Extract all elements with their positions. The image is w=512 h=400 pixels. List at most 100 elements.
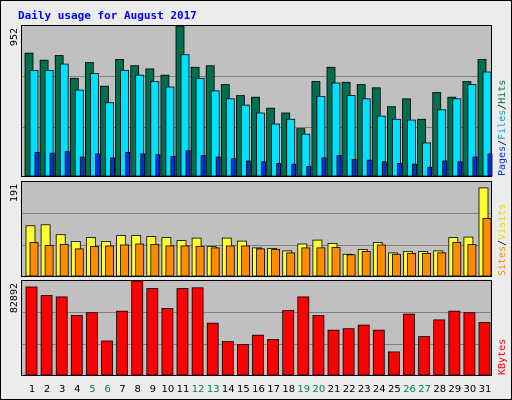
x-tick-label-day-6: 6 (104, 384, 110, 395)
x-tick-label-day-24: 24 (373, 384, 386, 395)
bar-files-day-26 (407, 119, 416, 177)
bar-files-day-11 (180, 54, 190, 177)
bar-files-day-1 (29, 70, 39, 177)
bar-sites-day-11 (180, 245, 190, 277)
x-tick-label-day-7: 7 (119, 384, 125, 395)
x-tick-label-day-12: 12 (192, 384, 205, 395)
bar-files-day-10 (165, 86, 175, 177)
bar-sites-day-5 (90, 246, 99, 277)
bar-kbytes-day-8 (131, 280, 144, 376)
panel-visits-sites: 191 Sites/Visits (9, 181, 508, 277)
bar-kbytes-day-21 (327, 329, 340, 376)
bar-pages-day-22 (351, 159, 357, 177)
bar-sites-day-23 (361, 250, 371, 277)
x-tick-label-day-4: 4 (74, 384, 80, 395)
bar-pages-day-15 (245, 160, 251, 177)
legend-hits: Hits (497, 80, 508, 104)
x-tick-label-day-27: 27 (418, 384, 431, 395)
bar-pages-day-6 (110, 157, 115, 177)
x-tick-label-day-15: 15 (237, 384, 250, 395)
bar-sites-day-20 (316, 247, 326, 277)
bar-sites-day-15 (240, 245, 250, 277)
bar-sites-day-10 (165, 245, 175, 277)
bar-files-day-21 (331, 82, 341, 177)
bar-sites-day-8 (135, 243, 145, 277)
bar-pages-day-29 (457, 161, 463, 177)
bar-kbytes-day-30 (463, 312, 476, 376)
x-tick-label-day-10: 10 (162, 384, 175, 395)
bar-files-day-2 (44, 70, 54, 177)
panel-hits-files-pages-max-label: 952 (9, 28, 20, 46)
bar-files-day-14 (225, 98, 235, 177)
bar-files-day-13 (210, 90, 220, 177)
x-tick-label-day-26: 26 (403, 384, 416, 395)
bar-pages-day-26 (412, 163, 417, 177)
bar-kbytes-day-3 (55, 296, 68, 376)
bar-kbytes-day-29 (448, 310, 461, 376)
x-tick-label-day-14: 14 (222, 384, 235, 395)
bar-kbytes-day-9 (146, 288, 159, 376)
legend-pages: Pages (497, 146, 508, 176)
legend-files: Files (497, 110, 508, 140)
legend-sep-2: / (497, 104, 508, 110)
bar-sites-day-19 (301, 247, 311, 277)
x-tick-label-day-16: 16 (252, 384, 265, 395)
bar-files-day-6 (105, 102, 114, 177)
bar-sites-day-25 (391, 253, 401, 277)
x-tick-label-day-9: 9 (150, 384, 156, 395)
bar-pages-day-20 (321, 157, 327, 177)
bar-files-day-24 (376, 115, 386, 177)
bar-kbytes-day-31 (478, 322, 491, 376)
panel-kbytes-bars (25, 280, 491, 376)
bar-files-day-27 (422, 142, 432, 177)
bar-pages-day-21 (336, 155, 342, 177)
bar-files-day-9 (150, 81, 160, 177)
bar-sites-day-6 (105, 245, 114, 277)
x-tick-label-day-19: 19 (297, 384, 310, 395)
x-tick-label-day-11: 11 (177, 384, 190, 395)
bar-sites-day-30 (467, 244, 477, 277)
bar-pages-day-2 (49, 152, 55, 177)
bar-sites-day-13 (210, 247, 220, 277)
bar-files-day-19 (301, 133, 311, 177)
bar-kbytes-day-7 (116, 310, 128, 376)
panel-hits-files-pages-bars (24, 25, 493, 177)
panel-hits-files-pages: 952 Pages/Files/Hits (9, 25, 508, 177)
panel-kbytes-max-label: 82892 (9, 283, 20, 313)
bar-sites-day-14 (225, 245, 235, 277)
bar-files-day-30 (467, 84, 477, 177)
bar-kbytes-day-24 (372, 329, 385, 376)
bar-files-day-16 (256, 112, 265, 177)
panel-visits-sites-max-label: 191 (9, 184, 20, 202)
x-tick-label-day-3: 3 (59, 384, 65, 395)
bar-sites-day-7 (120, 244, 129, 277)
bar-kbytes-day-20 (312, 315, 325, 376)
bar-sites-day-24 (376, 244, 386, 277)
bar-files-day-20 (316, 96, 326, 177)
bar-files-day-22 (346, 95, 356, 177)
bar-pages-day-14 (230, 158, 236, 177)
legend-sep-1: / (497, 140, 508, 146)
bar-kbytes-day-2 (40, 295, 53, 376)
x-tick-label-day-20: 20 (313, 384, 326, 395)
bar-files-day-8 (135, 74, 145, 177)
bar-sites-day-1 (29, 242, 39, 277)
bar-kbytes-day-27 (418, 336, 431, 376)
bar-sites-day-29 (452, 242, 462, 277)
panel-kbytes: 82892 KBytes (9, 280, 508, 376)
bar-pages-day-25 (396, 162, 402, 177)
bar-pages-day-8 (140, 153, 146, 177)
bar-pages-day-28 (442, 160, 448, 177)
bar-sites-day-27 (422, 252, 432, 277)
bar-pages-day-3 (64, 151, 70, 177)
bar-files-day-4 (74, 89, 84, 177)
bar-kbytes-day-4 (70, 315, 83, 376)
bar-files-day-17 (271, 123, 281, 177)
bar-kbytes-day-11 (176, 288, 189, 376)
bar-pages-day-27 (427, 166, 433, 177)
bar-kbytes-day-6 (101, 340, 113, 376)
bar-pages-day-16 (261, 161, 266, 177)
bar-kbytes-day-25 (387, 351, 400, 376)
bar-pages-day-31 (487, 153, 493, 177)
bar-sites-day-31 (482, 217, 492, 277)
